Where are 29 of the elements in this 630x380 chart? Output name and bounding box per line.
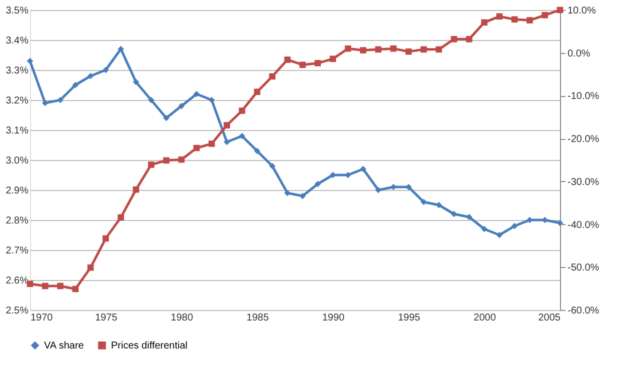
y-tick-label: 2.6% — [6, 276, 29, 286]
y2-tick-label: -20.0% — [568, 134, 600, 146]
x-tick-label: 1980 — [170, 312, 194, 324]
y-tick-label: 3.0% — [6, 156, 29, 166]
y2-tick-label: -60.0% — [568, 306, 600, 316]
y-tick-label: 2.9% — [6, 186, 29, 196]
y2-tick-label: -10.0% — [568, 91, 600, 102]
y-tick-label: 3.5% — [6, 6, 29, 16]
x-tick-label: 1970 — [30, 312, 54, 324]
y2-tick-label: -50.0% — [568, 262, 600, 274]
x-tick-label: 2000 — [474, 312, 496, 324]
y-tick-label: 3.1% — [6, 126, 29, 136]
y-tick-label: 2.8% — [6, 216, 29, 226]
y2-tick-label: -30.0% — [568, 176, 600, 188]
legend-label: VA share — [44, 340, 84, 352]
y-tick-label: 3.3% — [6, 66, 29, 76]
y-tick-label: 3.4% — [6, 36, 29, 46]
y2-tick-label: 10.0% — [568, 6, 596, 16]
x-tick-label: 2005 — [538, 312, 561, 324]
y2-tick-label: -40.0% — [568, 220, 600, 231]
y-tick-label: 3.2% — [6, 96, 29, 106]
x-tick-label: 1985 — [246, 312, 270, 324]
y2-tick-label: 0.0% — [568, 48, 590, 60]
y-tick-label: 2.5% — [6, 306, 29, 316]
y-tick-label: 2.7% — [6, 246, 29, 256]
x-tick-label: 1995 — [398, 312, 421, 324]
x-tick-label: 1990 — [322, 312, 345, 324]
x-tick-label: 1975 — [95, 312, 118, 324]
legend-label: Prices differential — [111, 340, 188, 352]
